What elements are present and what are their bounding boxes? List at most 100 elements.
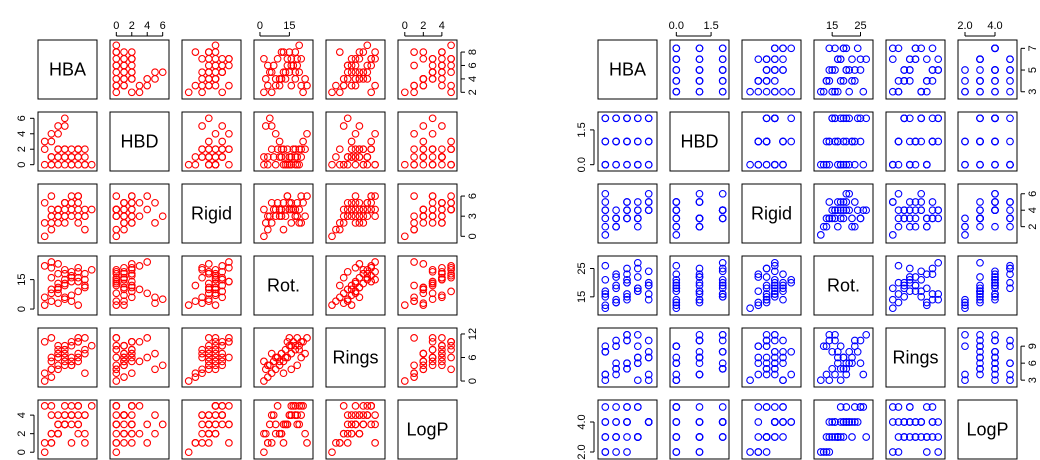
data-point <box>928 114 937 123</box>
data-point <box>848 418 856 426</box>
data-point <box>633 284 642 293</box>
data-point <box>428 345 437 354</box>
data-point <box>351 279 360 288</box>
data-point <box>601 403 610 411</box>
data-point <box>991 347 999 356</box>
data-point <box>839 418 848 426</box>
data-point <box>922 160 931 169</box>
data-point <box>363 265 372 274</box>
panel-frame <box>957 111 1018 172</box>
data-point <box>371 205 379 214</box>
data-point <box>888 295 897 304</box>
data-point <box>74 198 83 207</box>
data-point <box>40 232 49 241</box>
data-point <box>911 44 920 53</box>
data-point <box>295 341 304 350</box>
data-point <box>291 75 300 83</box>
data-point <box>40 137 49 146</box>
data-point <box>848 222 856 231</box>
data-point <box>900 284 909 293</box>
data-point <box>888 304 897 313</box>
data-point <box>894 403 903 411</box>
data-point <box>825 160 834 169</box>
data-point <box>447 365 455 374</box>
data-point <box>351 145 360 154</box>
x-axis-hbd: 0.0 1.5 <box>669 20 719 37</box>
data-point <box>718 284 727 293</box>
data-point <box>438 212 446 221</box>
data-point <box>633 206 642 215</box>
data-point <box>367 192 376 200</box>
data-point <box>127 192 136 200</box>
data-point <box>842 44 851 53</box>
data-point <box>419 54 428 63</box>
data-point <box>410 192 418 200</box>
data-point <box>218 420 227 429</box>
data-point <box>779 137 787 146</box>
data-point <box>438 75 446 83</box>
panel-hba-vs-hba: HBA <box>597 39 658 100</box>
panel-frame <box>597 111 658 172</box>
data-point <box>204 297 213 306</box>
data-point <box>601 261 610 270</box>
tick-label: 2 <box>16 431 28 437</box>
data-point <box>762 370 771 379</box>
data-point <box>612 206 620 215</box>
data-point <box>695 433 704 441</box>
data-point <box>81 439 89 447</box>
data-point <box>355 122 364 130</box>
data-point <box>198 265 206 274</box>
data-point <box>60 153 69 161</box>
panel-frame <box>957 183 1018 244</box>
panel-frame <box>813 183 874 244</box>
x-axis-rot: 0 15 <box>257 20 296 37</box>
y-axis-logp: 2.04.0 <box>576 414 595 460</box>
data-point <box>644 376 653 385</box>
data-point <box>633 359 642 368</box>
tick-label: 4 <box>144 20 150 32</box>
tick-label: 6 <box>1027 360 1039 366</box>
data-point <box>275 357 284 366</box>
data-point <box>260 160 268 169</box>
tick-label: 5 <box>1027 67 1039 73</box>
panel-rot-vs-hba <box>597 255 658 316</box>
data-point <box>283 145 292 154</box>
data-point <box>291 145 300 154</box>
data-point <box>917 418 926 426</box>
data-point <box>343 153 352 161</box>
data-point <box>273 54 282 63</box>
data-point <box>289 145 298 154</box>
data-point <box>754 270 763 279</box>
data-point <box>198 429 206 438</box>
variable-label: HBD <box>120 132 158 152</box>
data-point <box>112 68 121 77</box>
data-point <box>900 77 909 85</box>
data-point <box>198 263 206 272</box>
data-point <box>135 337 144 346</box>
data-point <box>218 122 227 130</box>
data-point <box>718 66 727 74</box>
data-point <box>120 297 128 306</box>
data-point <box>265 212 274 221</box>
data-point <box>822 448 831 456</box>
panel-frame <box>109 39 170 100</box>
data-point <box>287 153 296 161</box>
data-point <box>428 357 437 366</box>
data-point <box>204 54 213 63</box>
data-point <box>672 370 681 379</box>
data-point <box>198 153 206 161</box>
data-point <box>112 88 121 97</box>
data-point <box>343 411 352 419</box>
panel-frame <box>741 255 802 316</box>
data-point <box>275 81 284 90</box>
data-point <box>135 88 144 97</box>
data-point <box>779 336 787 345</box>
data-point <box>281 212 290 221</box>
data-point <box>204 295 213 304</box>
data-point <box>271 365 280 374</box>
data-point <box>672 44 681 53</box>
data-point <box>263 61 272 70</box>
panel-hba-vs-hbd <box>109 39 170 100</box>
